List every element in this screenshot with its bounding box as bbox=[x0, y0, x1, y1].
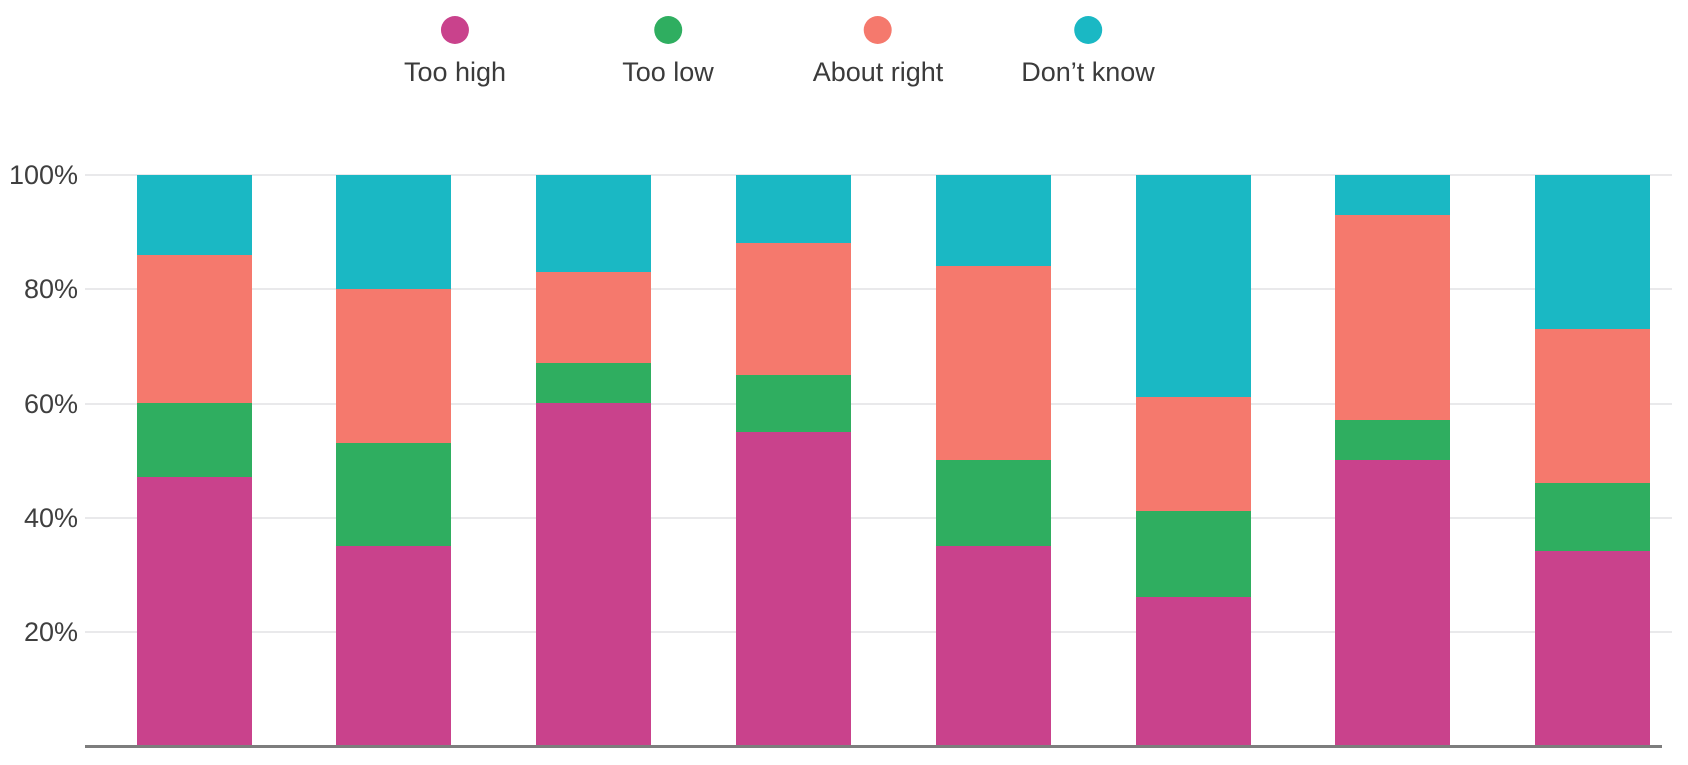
bar-column-7 bbox=[1335, 175, 1451, 745]
y-axis-tick-label: 60% bbox=[23, 388, 78, 419]
bar-segment-too-high bbox=[536, 403, 652, 745]
bar-segment-too-high bbox=[735, 431, 851, 745]
bar-segment-about-right bbox=[735, 243, 851, 375]
bar-segment-don-t-know bbox=[935, 175, 1051, 267]
bar-column-8 bbox=[1535, 175, 1651, 745]
y-axis-tick-label: 20% bbox=[23, 617, 78, 648]
bar-segment-about-right bbox=[1135, 397, 1251, 512]
bar-segment-about-right bbox=[536, 271, 652, 364]
legend-label: Too low bbox=[622, 57, 714, 87]
bar-segment-too-low bbox=[735, 374, 851, 432]
legend-dot-too-high bbox=[441, 16, 469, 44]
bar-segment-about-right bbox=[935, 266, 1051, 460]
bar-segment-too-low bbox=[935, 460, 1051, 546]
legend-item-too-high: Too high bbox=[404, 16, 506, 88]
bar-segment-too-high bbox=[1135, 596, 1251, 745]
bar-segment-too-low bbox=[336, 442, 452, 546]
bar-segment-too-low bbox=[1135, 511, 1251, 597]
y-axis-tick-label: 80% bbox=[23, 274, 78, 305]
bar-segment-don-t-know bbox=[536, 175, 652, 272]
legend-item-don-t-know: Don’t know bbox=[1021, 16, 1155, 88]
legend-label: Don’t know bbox=[1021, 57, 1155, 87]
bar-segment-too-high bbox=[1535, 551, 1651, 745]
bar-segment-don-t-know bbox=[136, 175, 252, 255]
legend-dot-too-low bbox=[653, 16, 682, 44]
bar-segment-about-right bbox=[336, 289, 452, 443]
bar-segment-too-low bbox=[136, 403, 252, 478]
legend-dot-don-t-know bbox=[1073, 16, 1102, 44]
bar-segment-too-low bbox=[536, 363, 652, 403]
legend-item-too-low: Too low bbox=[622, 16, 714, 88]
bar-segment-don-t-know bbox=[1535, 175, 1651, 329]
bar-segment-too-high bbox=[136, 477, 252, 745]
gridline bbox=[85, 402, 1672, 405]
bar-column-1 bbox=[136, 175, 252, 745]
bar-column-2 bbox=[336, 175, 452, 745]
bar-segment-don-t-know bbox=[1135, 175, 1251, 398]
bar-column-3 bbox=[536, 175, 652, 745]
bar-segment-about-right bbox=[1335, 214, 1451, 421]
gridline bbox=[85, 631, 1672, 634]
legend-label: About right bbox=[812, 57, 944, 87]
bar-segment-too-low bbox=[1535, 482, 1651, 552]
bar-segment-don-t-know bbox=[735, 175, 851, 244]
bar-column-5 bbox=[935, 175, 1051, 745]
y-axis-tick-label: 100% bbox=[8, 160, 78, 190]
y-axis-tick-label: 40% bbox=[23, 502, 78, 533]
gridline bbox=[85, 288, 1672, 291]
legend-dot-about-right bbox=[864, 16, 892, 44]
bar-segment-about-right bbox=[1535, 328, 1651, 483]
bar-segment-too-high bbox=[1335, 460, 1451, 745]
bar-segment-too-low bbox=[1335, 420, 1451, 460]
bar-segment-too-high bbox=[336, 545, 452, 745]
x-axis-line bbox=[85, 745, 1662, 748]
bar-column-6 bbox=[1135, 175, 1251, 745]
bar-segment-about-right bbox=[136, 254, 252, 404]
bar-segment-don-t-know bbox=[336, 175, 452, 290]
legend-item-about-right: About right bbox=[812, 16, 944, 88]
gridline bbox=[85, 516, 1672, 519]
legend-label: Too high bbox=[403, 57, 507, 87]
bar-column-4 bbox=[735, 175, 851, 745]
bar-segment-don-t-know bbox=[1335, 175, 1451, 215]
gridline bbox=[85, 174, 1672, 176]
bar-segment-too-high bbox=[935, 545, 1051, 745]
